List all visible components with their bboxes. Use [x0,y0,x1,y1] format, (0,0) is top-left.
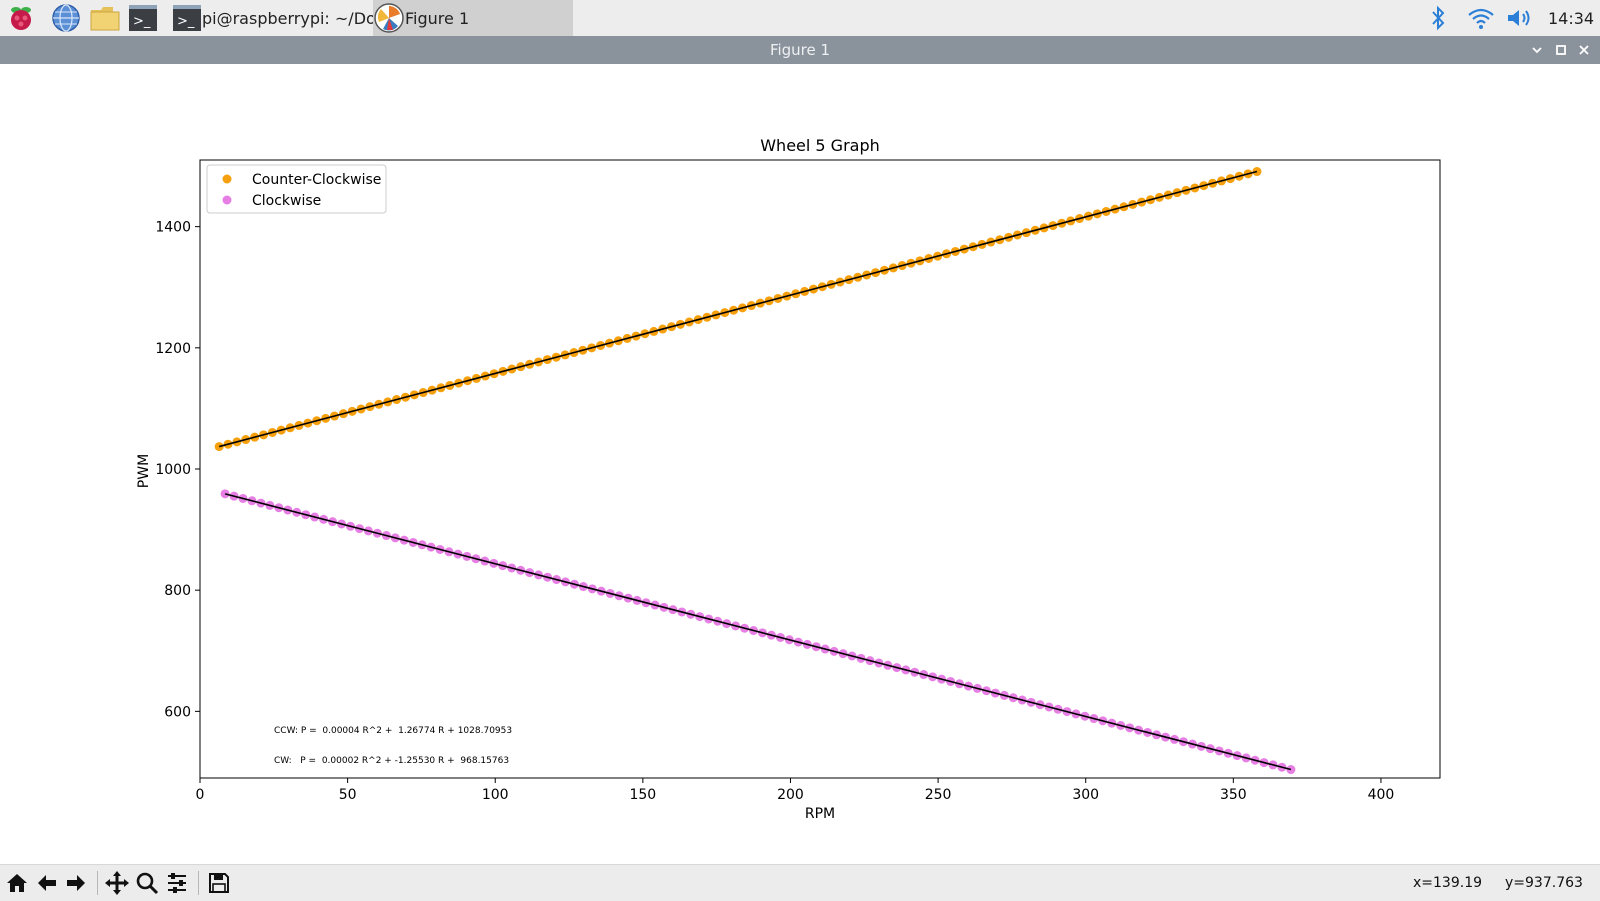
volume-icon[interactable] [1505,0,1535,36]
x-tick-label: 100 [482,787,509,803]
navigation-toolbar: x=139.19 y=937.763 [0,864,1600,901]
legend-label-cw: Clockwise [252,193,321,209]
x-tick-label: 400 [1368,787,1395,803]
taskbar: >_ >_ pi@raspberrypi: ~/Do… Figure 1 [0,0,1600,36]
y-axis-label: PWM [136,454,152,488]
x-tick-label: 250 [925,787,952,803]
back-icon[interactable] [33,869,61,897]
matplotlib-icon [373,2,405,34]
chart-title: Wheel 5 Graph [760,136,880,155]
close-icon[interactable] [1574,40,1594,60]
x-tick-label: 150 [629,787,656,803]
legend-marker-cw [222,195,232,205]
x-tick-label: 350 [1220,787,1247,803]
file-manager-icon[interactable] [89,3,121,33]
task-label: pi@raspberrypi: ~/Do… [202,8,392,28]
chart: Wheel 5 Graph 0 50 100 150 200 250 300 350 400 6… [136,136,1441,822]
legend: Counter-Clockwise Clockwise [206,164,387,214]
axes-frame [199,159,1441,779]
figure-canvas[interactable]: Wheel 5 Graph 0 50 100 150 200 250 300 350 400 6… [0,64,1600,864]
bluetooth-icon[interactable] [1428,0,1448,36]
task-figure[interactable]: Figure 1 [373,0,573,36]
y-tick-label: 800 [164,583,191,599]
x-axis-label: RPM [805,806,835,822]
minimize-icon[interactable] [1527,40,1547,60]
clock[interactable]: 14:34 [1548,8,1595,28]
terminal-icon[interactable]: >_ [127,3,159,33]
fit-line-ccw [218,170,1258,448]
terminal-icon: >_ [172,4,202,32]
y-tick-label: 1200 [155,341,191,357]
web-browser-icon[interactable] [50,3,82,33]
raspberry-menu-icon[interactable] [5,3,37,33]
x-tick-label: 50 [339,787,357,803]
cursor-x-readout: x=139.19 [1413,875,1483,891]
y-tick-label: 600 [164,704,191,720]
y-tick-label: 1000 [155,462,191,478]
task-label: Figure 1 [405,8,470,28]
toolbar-separator [97,871,98,895]
x-tick-label: 200 [777,787,804,803]
save-icon[interactable] [205,869,233,897]
legend-marker-ccw [222,174,232,184]
task-terminal[interactable]: >_ pi@raspberrypi: ~/Do… [170,0,392,36]
home-icon[interactable] [3,869,31,897]
equation-ccw: CCW: P = 0.00004 R^2 + 1.26774 R + 1028.… [274,726,512,736]
equation-cw: CW: P = 0.00002 R^2 + -1.25530 R + 968.1… [274,756,509,766]
x-tick-label: 300 [1072,787,1099,803]
y-tick-label: 1400 [155,220,191,236]
legend-label-ccw: Counter-Clockwise [252,172,381,188]
pan-icon[interactable] [103,869,131,897]
fit-line-cw [224,493,1292,771]
configure-subplots-icon[interactable] [163,869,191,897]
maximize-icon[interactable] [1551,40,1571,60]
cursor-y-readout: y=937.763 [1505,875,1583,891]
svg-text:>_: >_ [133,14,151,29]
svg-text:>_: >_ [177,14,195,29]
window-titlebar[interactable]: Figure 1 [0,36,1600,64]
forward-icon[interactable] [62,869,90,897]
wifi-icon[interactable] [1466,0,1496,36]
window-title: Figure 1 [769,41,831,59]
zoom-icon[interactable] [133,869,161,897]
toolbar-separator [198,871,199,895]
x-tick-label: 0 [196,787,205,803]
